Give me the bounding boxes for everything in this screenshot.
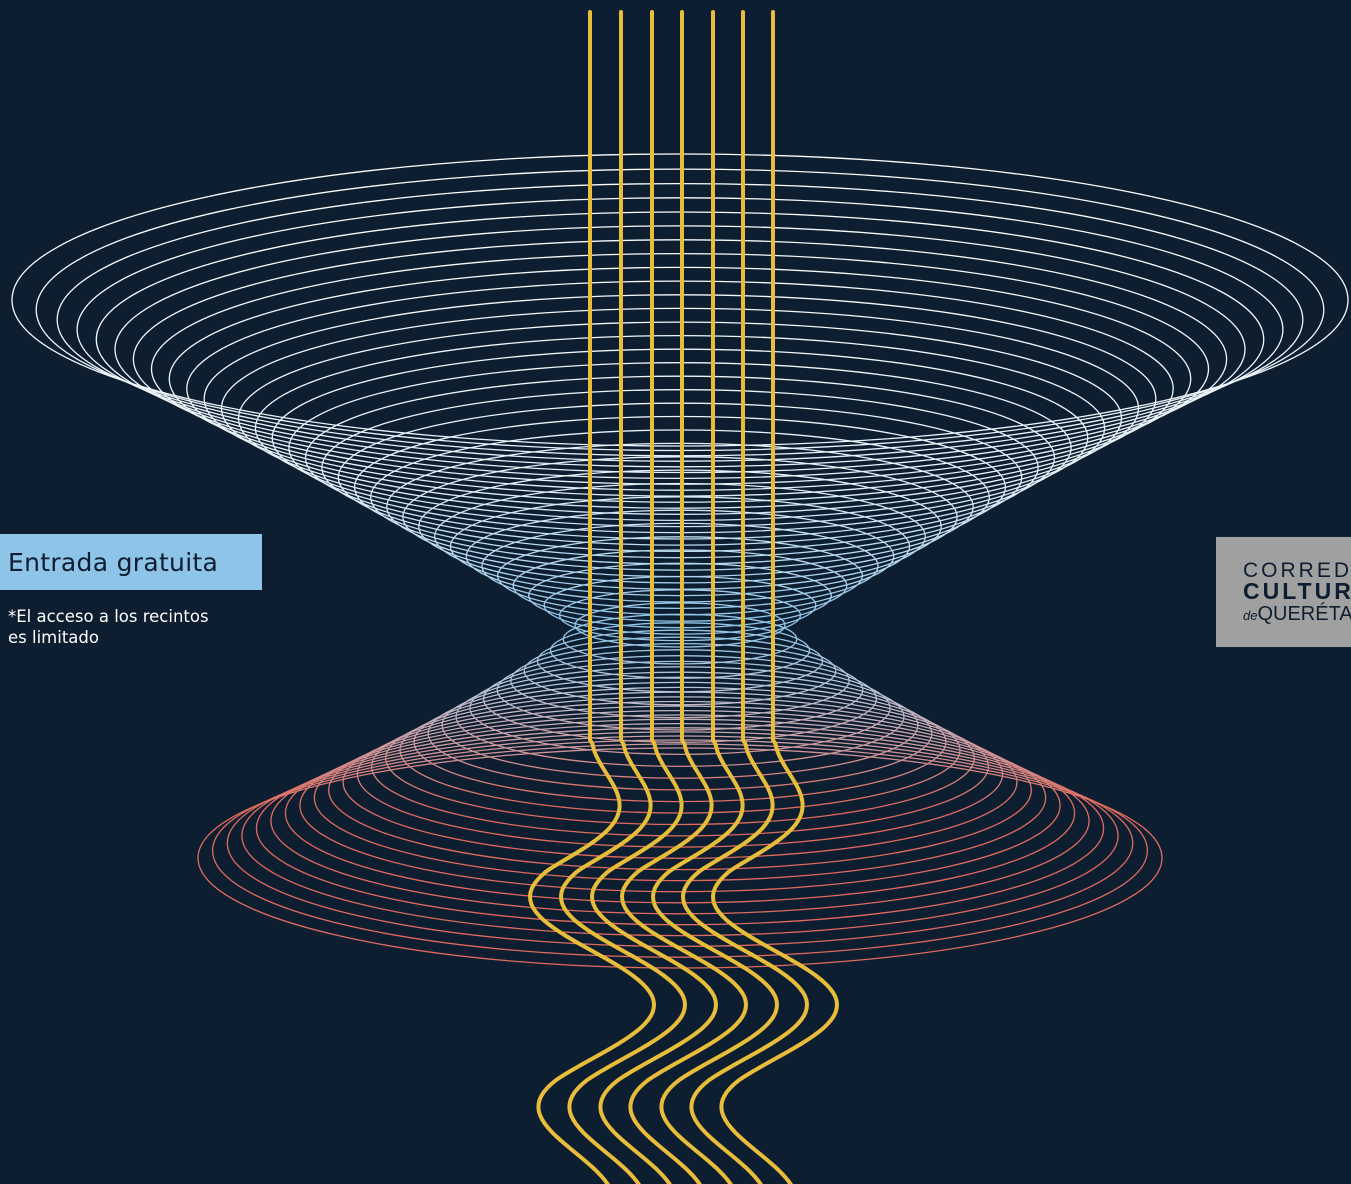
gold-strand-5 [650, 10, 780, 1184]
gold-strand-2 [558, 10, 688, 1184]
access-note: *El acceso a los recintos es limitado [8, 606, 278, 648]
gold-strand-7 [710, 10, 840, 1184]
logo-line-3-text: QUERÉTARO [1257, 603, 1351, 625]
logo-line-1: CORREDOR [1243, 559, 1351, 582]
ring-60 [211, 743, 1149, 958]
gold-strand-6 [680, 10, 810, 1184]
access-note-line-1: *El acceso a los recintos [8, 607, 209, 626]
gold-strand-3 [589, 10, 719, 1184]
access-note-line-2: es limitado [8, 628, 99, 647]
ring-57 [255, 731, 1105, 926]
free-entry-badge: Entrada gratuita [0, 534, 262, 590]
strand-layer [527, 10, 840, 1184]
ring-56 [270, 727, 1090, 915]
logo-line-2: CULTURAL [1243, 578, 1351, 604]
corredor-cultural-logo: CORREDOR CULTURAL deQUERÉTARO [1216, 537, 1351, 647]
ring-4 [95, 211, 1265, 468]
free-entry-label: Entrada gratuita [8, 547, 219, 577]
logo-line-3-prefix: de [1243, 608, 1258, 623]
logo-line-3: deQUERÉTARO [1243, 603, 1351, 626]
gold-strand-4 [619, 10, 749, 1184]
gold-strand-1 [527, 10, 657, 1184]
